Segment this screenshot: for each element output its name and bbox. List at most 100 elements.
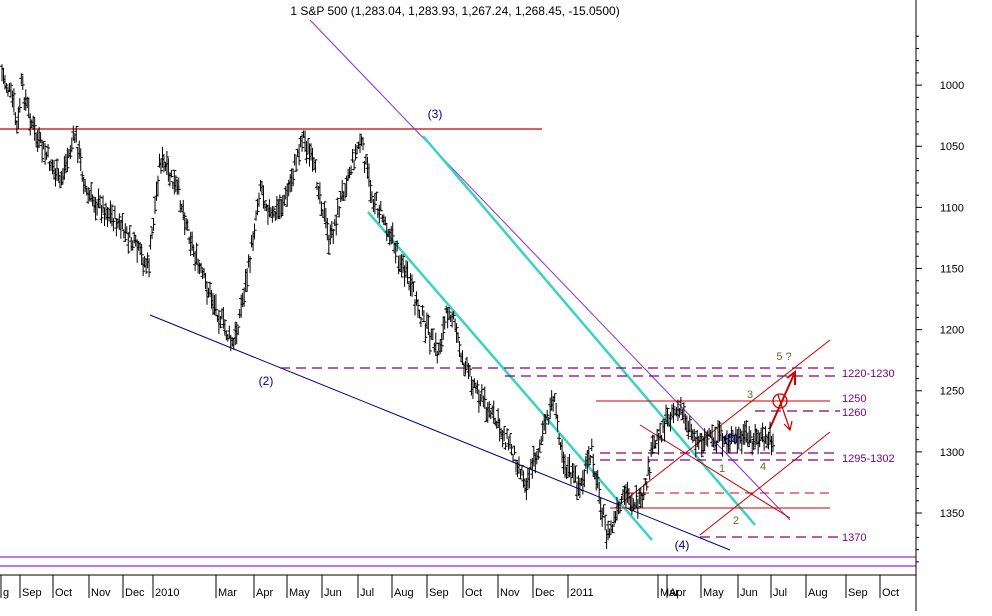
- price-bar: [665, 407, 670, 427]
- annotation-labels: (2) (3) (4) (5) 1 2 3 4 5 ? 1220-1230 1250 1260 1295…: [259, 107, 895, 552]
- price-bar: [257, 192, 261, 207]
- x-tick-label: Oct: [882, 587, 899, 599]
- price-bar: [392, 242, 397, 254]
- price-bar: [213, 294, 218, 317]
- price-bar: [234, 321, 239, 345]
- x-tick-label: Sep: [22, 587, 42, 599]
- price-bar: [337, 205, 342, 218]
- price-bar: [570, 463, 575, 478]
- price-bar: [141, 257, 146, 277]
- x-tick-label: Jun: [324, 587, 342, 599]
- price-bar: [717, 420, 722, 442]
- price-bar: [573, 465, 578, 483]
- price-bar: [74, 126, 79, 143]
- price-bar: [644, 481, 649, 491]
- price-bar: [363, 154, 368, 165]
- price-bar: [441, 316, 446, 340]
- price-bar: [713, 426, 718, 451]
- price-bar: [390, 222, 395, 244]
- price-bar: [610, 524, 615, 534]
- x-tick-label: Oct: [55, 587, 72, 599]
- price-bar: [255, 198, 260, 216]
- price-bar: [505, 428, 510, 440]
- price-bar: [372, 193, 377, 215]
- price-bar: [411, 281, 416, 293]
- price-bar: [350, 148, 355, 163]
- price-bar: [11, 88, 16, 113]
- annotation-lines: [0, 19, 916, 567]
- x-tick-label: Aug: [394, 587, 414, 599]
- y-tick-label: 1050: [940, 141, 964, 153]
- x-tick-label: Nov: [91, 587, 111, 599]
- level-label: 1250: [842, 393, 866, 405]
- price-bar: [744, 420, 749, 443]
- x-axis: g Sep Oct Nov Dec 2010 Mar Apr May Jun Jul Aug Sep Oc…: [0, 574, 916, 599]
- price-bar: [360, 137, 365, 151]
- price-bar: [317, 182, 322, 204]
- price-bar: [555, 414, 560, 432]
- price-bar: [158, 159, 163, 174]
- price-bar: [502, 425, 507, 442]
- price-bar: [38, 133, 43, 144]
- price-bar: [68, 145, 73, 160]
- price-bar: [586, 445, 591, 467]
- rising-channel-line: [614, 339, 831, 509]
- x-tick-label: Sep: [848, 587, 868, 599]
- price-bar: [705, 430, 710, 447]
- price-bar: [641, 484, 646, 501]
- price-bar: [617, 503, 622, 514]
- price-bar: [702, 428, 707, 451]
- price-bar: [542, 414, 547, 431]
- price-bar: [509, 443, 514, 456]
- price-bar: [65, 147, 70, 172]
- price-bar: [150, 226, 155, 240]
- price-bar: [655, 428, 660, 442]
- price-bar: [326, 234, 331, 255]
- price-bar: [334, 214, 339, 236]
- price-bar: [456, 332, 461, 343]
- wave-label: 4: [760, 461, 766, 473]
- price-bar: [537, 439, 542, 453]
- price-bar: [164, 150, 169, 176]
- price-bar: [59, 171, 64, 186]
- price-bar: [294, 156, 299, 172]
- x-tick-label: g: [3, 587, 9, 599]
- price-bar: [28, 113, 33, 136]
- price-bar: [552, 393, 557, 403]
- x-tick-label: Apr: [256, 587, 273, 599]
- price-bar: [603, 514, 608, 531]
- price-bar: [93, 196, 98, 221]
- price-bar: [343, 183, 348, 199]
- price-bar: [41, 141, 46, 150]
- x-tick-label: Apr: [669, 587, 686, 599]
- price-bar: [117, 213, 122, 230]
- y-tick-label: 1350: [940, 508, 964, 520]
- price-bar: [262, 200, 267, 212]
- x-tick-label: 2010: [155, 587, 179, 599]
- wave-label: (4): [675, 538, 690, 552]
- price-bar: [369, 191, 374, 203]
- price-bar: [83, 180, 88, 193]
- price-bar: [635, 498, 640, 519]
- price-bar: [153, 196, 158, 214]
- price-bar: [748, 430, 753, 444]
- price-bar: [653, 440, 658, 449]
- price-bar: [426, 314, 431, 336]
- price-bar: [418, 317, 423, 328]
- wave-label: 3: [747, 389, 753, 401]
- price-bar: [248, 256, 253, 274]
- x-tick-label: Sep: [429, 587, 449, 599]
- x-tick-label: Dec: [125, 587, 145, 599]
- price-bar: [671, 403, 676, 424]
- price-bar: [57, 174, 62, 189]
- price-bar: [588, 454, 593, 464]
- price-bar: [222, 319, 227, 336]
- price-bar: [545, 409, 550, 419]
- price-bar: [512, 445, 517, 455]
- price-bar: [719, 425, 724, 442]
- price-bar: [279, 198, 284, 218]
- price-bar: [147, 258, 152, 278]
- price-bar: [37, 127, 42, 149]
- price-bar: [378, 200, 383, 212]
